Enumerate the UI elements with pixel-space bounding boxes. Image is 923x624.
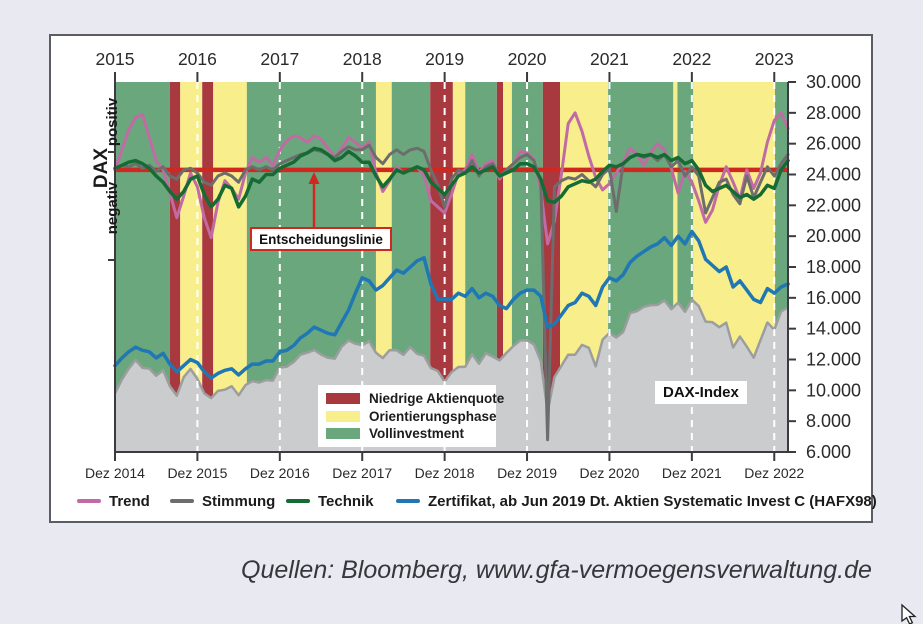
right-value-label: 30.000 [806, 72, 861, 92]
phase-band [430, 82, 453, 452]
top-year-label: 2023 [755, 49, 794, 69]
phase-legend-row: Vollinvestment [326, 426, 488, 441]
legend-item-zertifikat: Zertifikat, ab Jun 2019 Dt. Aktien Syste… [396, 492, 877, 510]
right-value-label: 10.000 [806, 380, 861, 400]
mouse-cursor [901, 603, 917, 624]
right-value-label: 24.000 [806, 165, 861, 185]
dax-index-label: DAX-Index [655, 381, 747, 404]
callout-arrow-head [308, 172, 320, 184]
phase-legend-label: Vollinvestment [369, 426, 465, 441]
phase-legend-label: Orientierungsphase [369, 408, 497, 424]
decision-line-callout: Entscheidungslinie [250, 227, 392, 251]
bottom-axis: Dez 2014 Dez 2015 Dez 2016 Dez 2017 Dez 2018… [85, 452, 804, 481]
top-year-label: 2017 [260, 49, 299, 69]
right-value-label: 20.000 [806, 226, 861, 246]
trend-line-swatch [77, 499, 101, 503]
right-value-label: 6.000 [806, 442, 851, 462]
series-line-stimmung [113, 143, 790, 442]
red-phase-swatch [326, 393, 360, 404]
left-axis-negativ-label: negativ [103, 181, 121, 235]
right-value-label: 16.000 [806, 288, 861, 308]
series-line-technik [113, 146, 790, 209]
phase-band [169, 82, 181, 452]
legend-item-trend: Trend [77, 492, 150, 510]
source-caption: Quellen: Bloomberg, www.gfa-vermoegensve… [241, 556, 872, 584]
right-value-label: 28.000 [806, 103, 861, 123]
right-value-label: 26.000 [806, 134, 861, 154]
series-zertifikat [113, 229, 790, 380]
green-phase-swatch [326, 428, 360, 439]
phase-legend: Niedrige Aktienquote Orientierungsphase … [318, 385, 504, 447]
bottom-date-label: Dez 2022 [744, 465, 804, 481]
series-line-trend [113, 111, 790, 246]
phase-band [202, 82, 214, 452]
right-value-label: 22.000 [806, 195, 861, 215]
dax-index-area [113, 298, 789, 452]
right-value-label: 12.000 [806, 350, 861, 370]
technik-line-swatch [286, 499, 310, 503]
stimmung-line-swatch [170, 499, 194, 503]
bottom-date-label: Dez 2019 [497, 465, 557, 481]
top-year-label: 2016 [178, 49, 217, 69]
phase-band [496, 82, 504, 452]
bottom-date-label: Dez 2020 [579, 465, 639, 481]
bottom-date-label: Dez 2018 [415, 465, 475, 481]
top-year-label: 2015 [96, 49, 135, 69]
left-axis-positiv-label: positiv [103, 97, 121, 147]
bottom-date-label: Dez 2014 [85, 465, 145, 481]
phase-legend-row: Niedrige Aktienquote [326, 391, 504, 406]
right-value-label: 8.000 [806, 411, 851, 431]
zertifikat-line-swatch [396, 499, 420, 503]
legend-item-stimmung: Stimmung [170, 492, 275, 510]
series-technik [113, 146, 790, 209]
legend-label-trend: Trend [109, 492, 150, 510]
bottom-date-label: Dez 2015 [167, 465, 227, 481]
legend-label-technik: Technik [318, 492, 374, 510]
yellow-phase-swatch [326, 410, 360, 422]
series-trend [113, 111, 790, 246]
right-value-label: 18.000 [806, 257, 861, 277]
right-axis: 30.000 28.000 26.000 24.000 22.000 20.000 18.0… [788, 72, 861, 462]
top-axis: 2015 2016 2017 2018 2019 2020 2021 2022 2023 [96, 49, 794, 82]
phase-legend-row: Orientierungsphase [326, 409, 497, 424]
phase-band [673, 82, 678, 452]
top-year-label: 2020 [508, 49, 547, 69]
series-line-zertifikat [113, 229, 790, 380]
series-stimmung [113, 143, 790, 442]
top-year-label: 2021 [590, 49, 629, 69]
legend-label-zertifikat: Zertifikat, ab Jun 2019 Dt. Aktien Syste… [428, 492, 877, 510]
chart-canvas: 2015 2016 2017 2018 2019 2020 2021 2022 2023 Dez … [85, 49, 861, 481]
chart-panel: 2015 2016 2017 2018 2019 2020 2021 2022 2023 Dez … [49, 34, 877, 523]
bottom-date-label: Dez 2016 [250, 465, 310, 481]
top-year-label: 2019 [425, 49, 464, 69]
bottom-date-label: Dez 2017 [332, 465, 392, 481]
dax-area-fill [115, 299, 788, 452]
december-gridlines [196, 82, 776, 452]
phase-band [503, 82, 512, 452]
top-year-label: 2018 [343, 49, 382, 69]
phase-legend-label: Niedrige Aktienquote [369, 391, 505, 406]
decision-callout-arrow [308, 172, 320, 227]
top-year-label: 2022 [672, 49, 711, 69]
bottom-date-label: Dez 2021 [662, 465, 722, 481]
right-value-label: 14.000 [806, 319, 861, 339]
legend-item-technik: Technik [286, 492, 374, 510]
dax-area-outline [113, 298, 789, 414]
legend-label-stimmung: Stimmung [202, 492, 276, 510]
